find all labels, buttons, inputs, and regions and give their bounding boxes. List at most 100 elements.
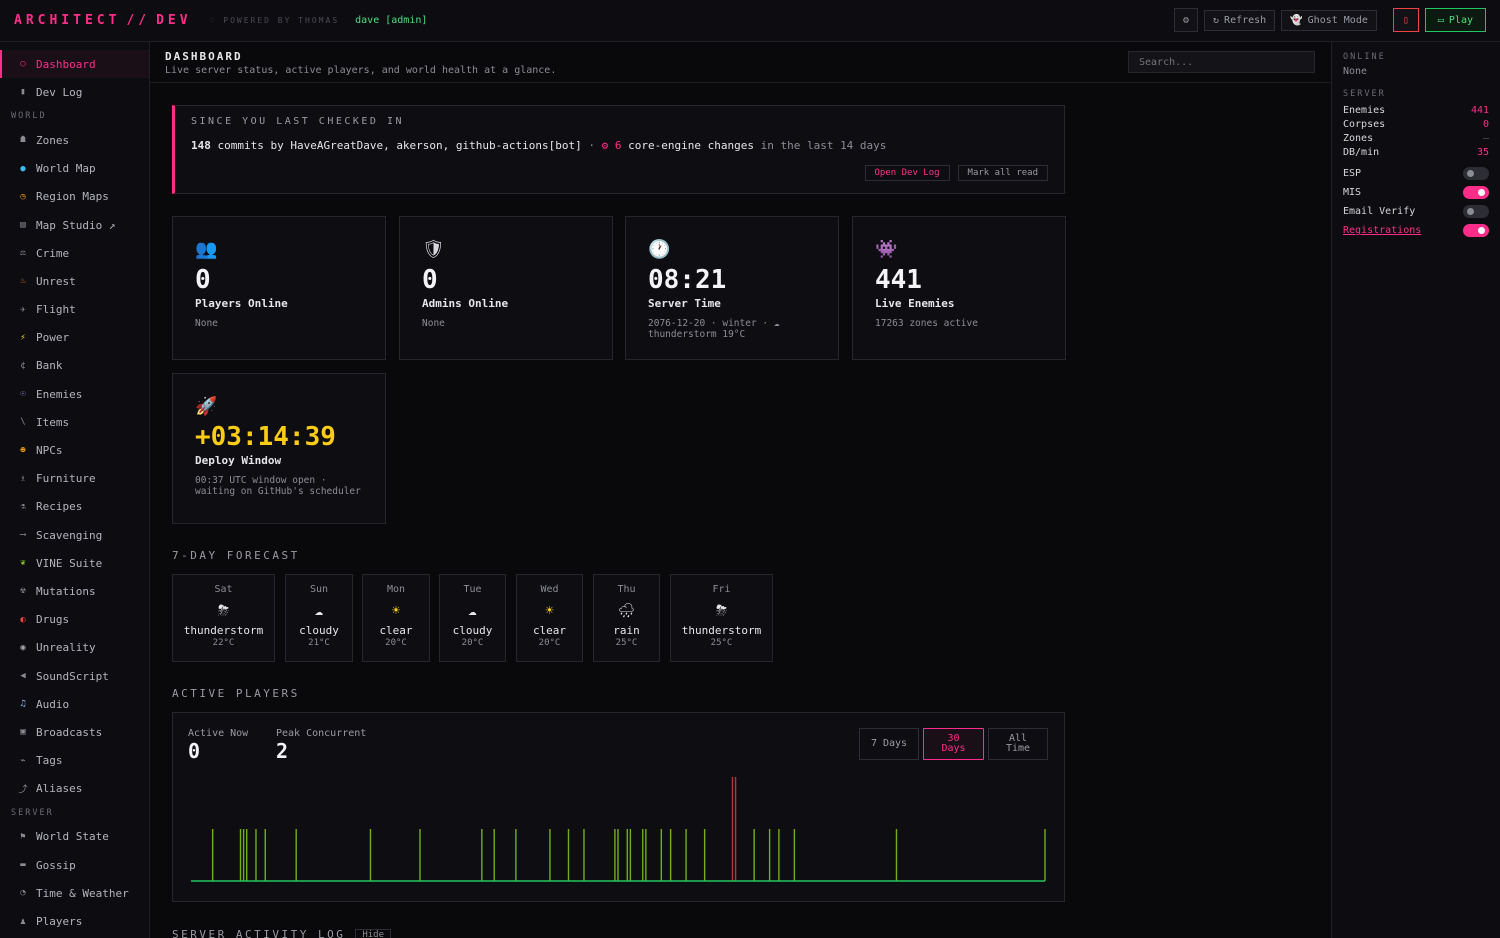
forecast-day-card[interactable]: Wed ☀ clear 20°C [516, 574, 583, 662]
sidebar-item-broadcasts[interactable]: ▣ Broadcasts [0, 718, 149, 746]
sidebar-item-dashboard[interactable]: ○ Dashboard [0, 50, 149, 79]
live-enemies-card[interactable]: 👾 441 Live Enemies 17263 zones active [852, 216, 1066, 360]
studio-icon: ▤ [20, 220, 26, 231]
range-30-days-button[interactable]: 30 Days [923, 728, 984, 760]
sidebar-item-map-studio[interactable]: ▤ Map Studio ↗ [0, 211, 149, 239]
sidebar-item-zones[interactable]: ☗ Zones [0, 126, 149, 154]
sidebar-item-furniture[interactable]: ♗ Furniture [0, 465, 149, 493]
forecast-day-card[interactable]: Sat ⛈ thunderstorm 22°C [172, 574, 275, 662]
sidebar-item-region-maps[interactable]: ◷ Region Maps [0, 183, 149, 211]
server-stats: Enemies 441 Corpses 0 Zones — DB/min 35 [1343, 103, 1489, 159]
stat-value: 35 [1476, 146, 1489, 158]
sidebar-item-drugs[interactable]: ◐ Drugs [0, 606, 149, 634]
forecast-condition: cloudy [299, 624, 339, 637]
stat-value: 0 [422, 265, 438, 295]
refresh-button[interactable]: ↻ Refresh [1204, 9, 1276, 31]
sidebar-item-recipes[interactable]: ⚗ Recipes [0, 493, 149, 521]
stat-note: None [195, 318, 218, 329]
weather-icon: ☁ [314, 603, 324, 619]
sidebar-item-soundscript[interactable]: ◀ SoundScript [0, 662, 149, 690]
players-online-card[interactable]: 👥 0 Players Online None [172, 216, 386, 360]
mis-toggle[interactable] [1463, 186, 1489, 199]
brand-suffix: DEV [156, 13, 192, 28]
orb-icon: ◉ [20, 642, 26, 653]
toggle-label: Email Verify [1343, 206, 1416, 217]
server-time-card[interactable]: 🕐 08:21 Server Time 2076-12-20 · winter … [625, 216, 839, 360]
sidebar-item-mutations[interactable]: ☢ Mutations [0, 577, 149, 605]
forecast-day: Fri [712, 584, 731, 595]
stat-value: 2 [276, 739, 289, 763]
forecast-day-card[interactable]: Fri ⛈ thunderstorm 25°C [670, 574, 773, 662]
weather-icon: ☀ [391, 603, 401, 619]
toggle-label: MIS [1343, 187, 1362, 198]
brand-logo[interactable]: ARCHITECT // DEV [14, 13, 192, 28]
vine-icon: ❦ [20, 558, 26, 569]
plane-icon: ✈ [20, 304, 26, 315]
forecast-condition: thunderstorm [681, 624, 762, 637]
sidebar-item-bank[interactable]: ¢ Bank [0, 352, 149, 380]
toggle-label[interactable]: Registrations [1343, 225, 1422, 236]
forecast-day-card[interactable]: Thu 🌧 rain 25°C [593, 574, 660, 662]
since-summary: 148 commits by HaveAGreatDave, akerson, … [191, 139, 1048, 152]
ghost-mode-button[interactable]: 👻 Ghost Mode [1281, 9, 1377, 31]
active-players-panel: Active Now 0 Peak Concurrent 2 7 Days 30… [172, 712, 1065, 902]
registrations-toggle[interactable] [1463, 224, 1489, 237]
range-all-time-button[interactable]: All Time [988, 728, 1048, 760]
tag-icon: ⌁ [20, 755, 26, 766]
sidebar-item-vine-suite[interactable]: ❦ VINE Suite [0, 549, 149, 577]
sidebar-item-crime[interactable]: ⚖ Crime [0, 239, 149, 267]
current-user[interactable]: dave [admin] [355, 15, 428, 26]
forecast-day-card[interactable]: Tue ☁ cloudy 20°C [439, 574, 506, 662]
toggle-row-mis: MIS [1343, 183, 1489, 202]
radiation-icon: ☢ [20, 586, 26, 597]
sidebar-item-audio[interactable]: ♫ Audio [0, 690, 149, 718]
sidebar-item-enemies[interactable]: ☉ Enemies [0, 380, 149, 408]
forecast-day-card[interactable]: Mon ☀ clear 20°C [362, 574, 430, 662]
currency-icon: ¢ [20, 360, 26, 371]
pill-icon: ◐ [20, 614, 26, 625]
sidebar-item-label: World Map [36, 162, 96, 176]
peak-concurrent-stat: Peak Concurrent 2 [276, 728, 366, 763]
deploy-window-card[interactable]: 🚀 +03:14:39 Deploy Window 00:37 UTC wind… [172, 373, 386, 524]
search-input[interactable] [1128, 51, 1315, 73]
sidebar-item-tags[interactable]: ⌁ Tags [0, 747, 149, 775]
open-dev-log-button[interactable]: Open Dev Log [864, 165, 950, 181]
sidebar-item-label: Scavenging [36, 528, 103, 542]
sidebar-item-world-state[interactable]: ⚑ World State [0, 823, 149, 851]
stat-label: Players Online [195, 297, 288, 310]
sidebar-item-aliases[interactable]: ⤴ Aliases [0, 775, 149, 803]
sidebar-item-items[interactable]: \ Items [0, 408, 149, 436]
stat-label: Deploy Window [195, 454, 282, 467]
hide-log-button[interactable]: Hide [355, 928, 392, 938]
recipe-icon: ⚗ [20, 501, 26, 512]
sidebar-item-scavenging[interactable]: ⟶ Scavenging [0, 521, 149, 549]
settings-button[interactable]: ⚙ [1174, 8, 1199, 32]
sidebar-item-world-map[interactable]: ● World Map [0, 155, 149, 183]
range-7-days-button[interactable]: 7 Days [859, 728, 919, 760]
stop-button[interactable]: ▯ [1392, 8, 1419, 32]
forecast-day: Wed [540, 584, 559, 595]
admins-online-card[interactable]: 🛡 0 Admins Online None [399, 216, 613, 360]
forecast-day-card[interactable]: Sun ☁ cloudy 21°C [285, 574, 353, 662]
gear-icon: ⚙ [1183, 14, 1190, 26]
sidebar-item-dev-log[interactable]: ▮ Dev Log [0, 78, 149, 106]
email-verify-toggle[interactable] [1463, 205, 1489, 218]
ghost-icon: 👻 [1290, 14, 1303, 26]
sidebar-item-label: Time & Weather [36, 886, 129, 900]
esp-toggle[interactable] [1463, 167, 1489, 180]
mark-all-read-button[interactable]: Mark all read [957, 165, 1048, 181]
chat-icon: ▬ [20, 860, 26, 871]
sidebar-item-flight[interactable]: ✈ Flight [0, 296, 149, 324]
play-button[interactable]: ▭ Play [1424, 8, 1486, 32]
brand-name: ARCHITECT [14, 13, 121, 28]
sidebar-item-players[interactable]: ♟ Players [0, 907, 149, 935]
sidebar-item-unreality[interactable]: ◉ Unreality [0, 634, 149, 662]
sidebar-item-gossip[interactable]: ▬ Gossip [0, 851, 149, 879]
stat-note: None [422, 318, 445, 329]
sidebar-item-label: Enemies [36, 387, 83, 401]
sidebar-item-time-weather[interactable]: ◔ Time & Weather [0, 879, 149, 907]
sidebar-item-power[interactable]: ⚡ Power [0, 324, 149, 352]
sidebar-item-npcs[interactable]: ☻ NPCs [0, 436, 149, 464]
stat-value: 0 [1482, 118, 1489, 130]
sidebar-item-unrest[interactable]: ♨ Unrest [0, 267, 149, 295]
